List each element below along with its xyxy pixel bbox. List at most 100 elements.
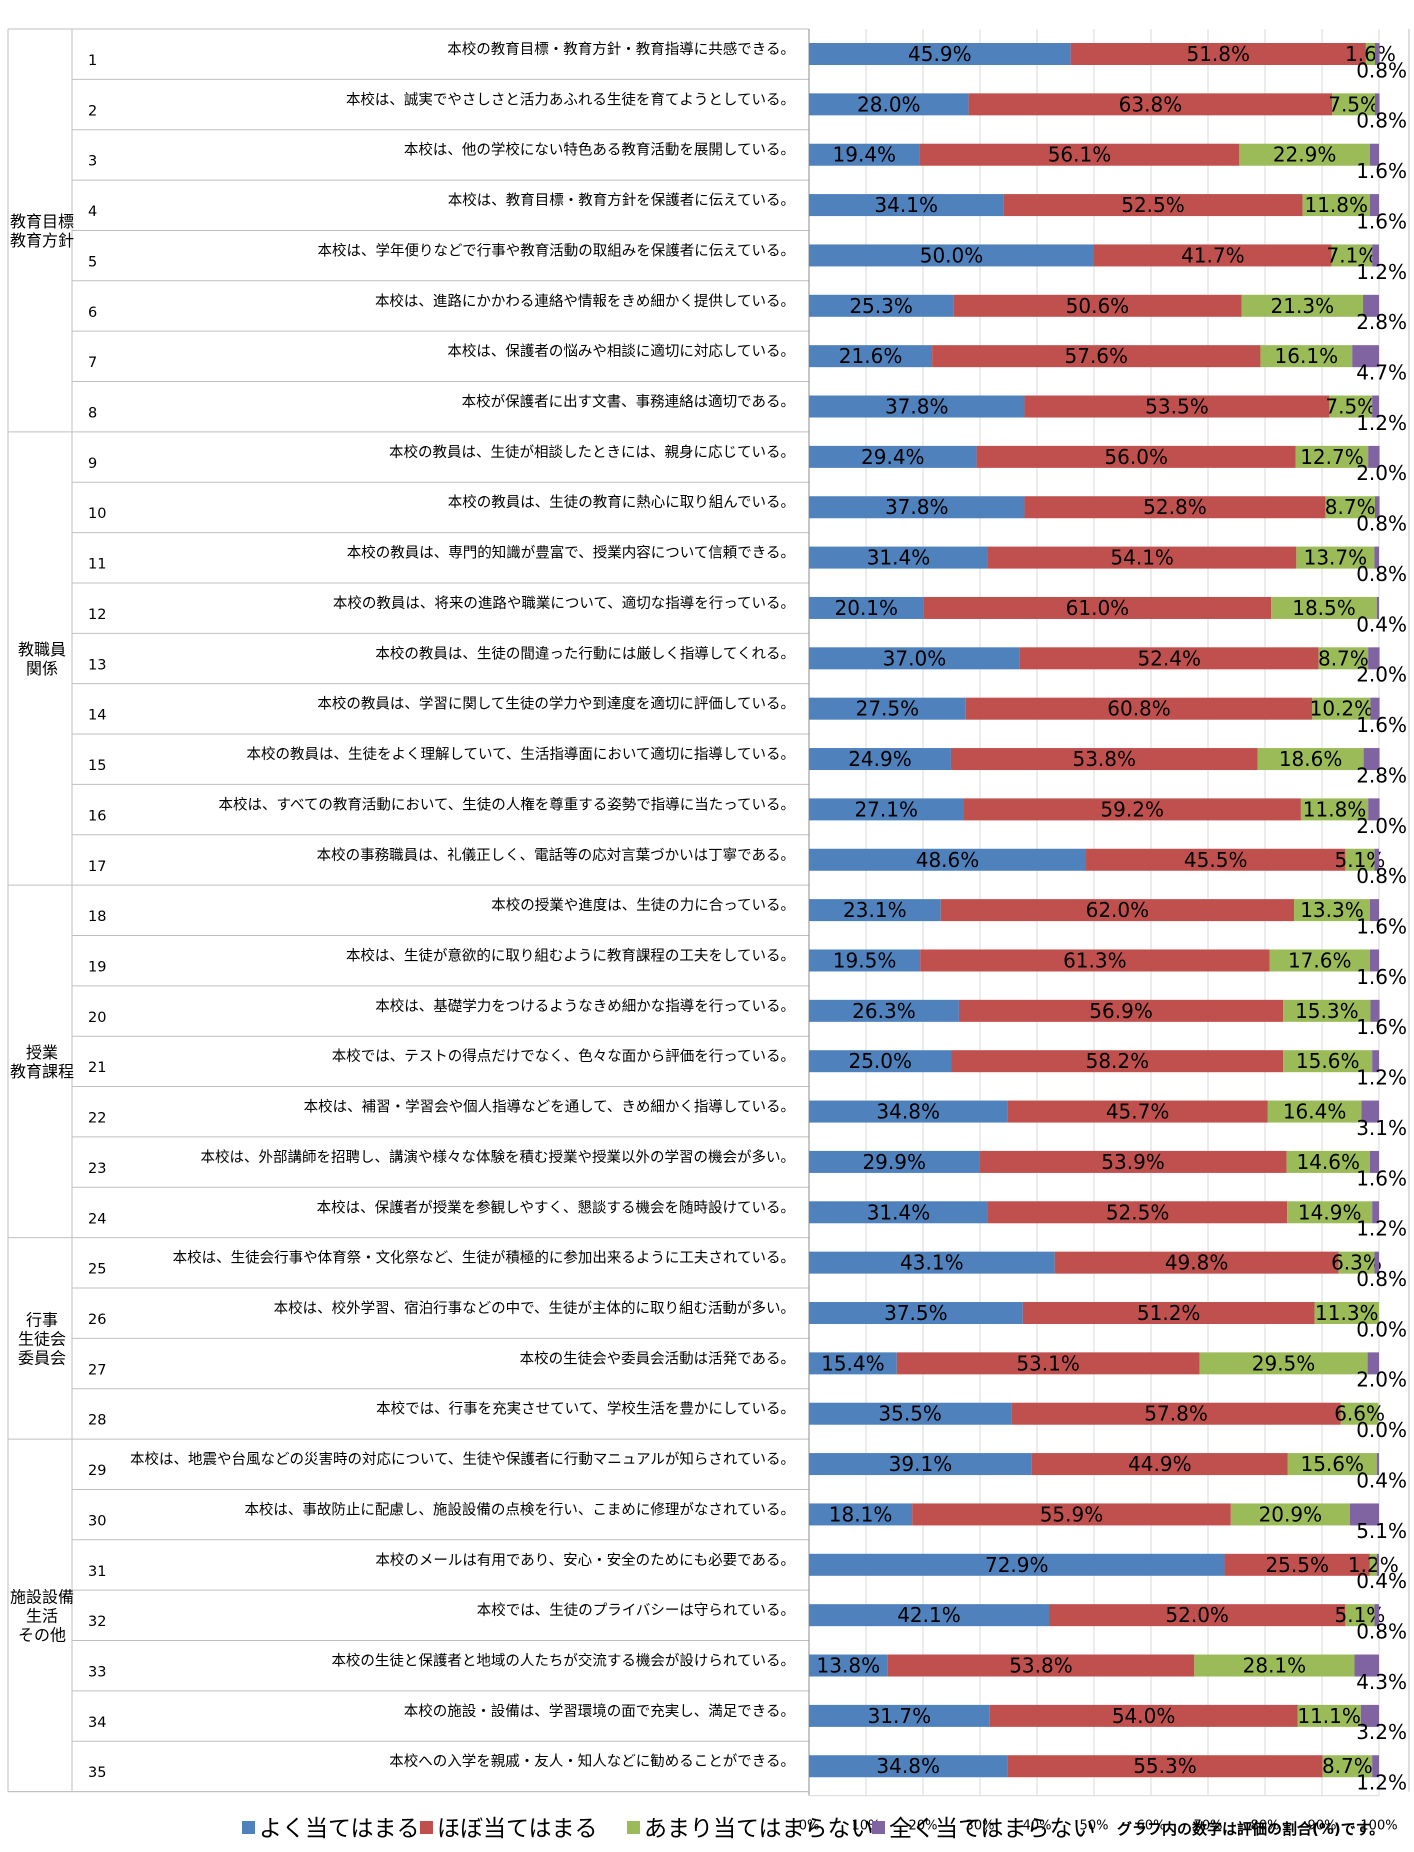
- data-label-2: 56.1%: [1048, 143, 1112, 167]
- bar-segment-1: [809, 1302, 1023, 1324]
- bar-segment-3: [1267, 1100, 1362, 1123]
- data-label-4: 1.6%: [1356, 914, 1407, 938]
- data-label-3: 1.6%: [1345, 42, 1396, 66]
- data-label-3: 13.3%: [1300, 898, 1364, 922]
- data-label-4: 1.6%: [1356, 1166, 1407, 1190]
- data-label-2: 61.3%: [1063, 948, 1127, 972]
- data-label-1: 37.8%: [885, 395, 949, 419]
- item-question: 本校の生徒と保護者と地域の人たちが交流する機会が設けられている。: [331, 1652, 795, 1670]
- bar-segment-2: [919, 143, 1240, 166]
- data-label-2: 60.8%: [1107, 697, 1171, 721]
- bar-segment-1: [809, 345, 933, 368]
- bar-segment-3: [1329, 395, 1373, 418]
- data-label-4: 2.0%: [1356, 663, 1407, 687]
- legend-label: ほぼ当てはまる: [437, 1816, 598, 1842]
- bar-segment-3: [1312, 697, 1371, 720]
- data-label-1: 43.1%: [900, 1251, 964, 1275]
- item-number: 26: [88, 1312, 106, 1328]
- data-label-4: 0.8%: [1356, 512, 1407, 536]
- data-label-1: 20.1%: [835, 596, 899, 620]
- bar-segment-1: [809, 1553, 1225, 1576]
- bar-segment-2: [1003, 194, 1303, 217]
- item-number: 32: [88, 1614, 106, 1630]
- bar-segment-3: [1314, 1302, 1379, 1324]
- data-label-3: 8.7%: [1318, 646, 1369, 670]
- item-number: 2: [88, 103, 97, 119]
- data-label-1: 24.9%: [848, 747, 912, 771]
- bar-segment-3: [1345, 1604, 1375, 1627]
- bar-segment-4: [1372, 1201, 1379, 1224]
- data-label-2: 62.0%: [1086, 898, 1150, 922]
- x-tick-label: 40%: [1023, 1819, 1052, 1834]
- bar-segment-3: [1283, 1050, 1373, 1073]
- data-label-2: 45.7%: [1106, 1100, 1170, 1124]
- bar-segment-1: [809, 697, 966, 720]
- item-question: 本校は、地震や台風などの災害時の対応について、生徒や保護者に行動マニュアルが知ら…: [130, 1451, 795, 1468]
- item-number: 6: [88, 305, 97, 321]
- bar-segment-3: [1365, 43, 1376, 65]
- item-number: 1: [88, 53, 97, 69]
- data-label-2: 51.2%: [1137, 1301, 1201, 1325]
- bar-segment-1: [809, 93, 969, 116]
- data-label-3: 7.1%: [1327, 243, 1378, 267]
- item-question: 本校の教員は、専門的知識が豊富で、授業内容について信頼できる。: [347, 544, 795, 562]
- item-question: 本校の教員は、生徒の間違った行動には厳しく指導してくれる。: [375, 645, 795, 662]
- bar-segment-4: [1372, 1050, 1379, 1073]
- data-label-2: 61.0%: [1066, 596, 1130, 620]
- bar-segment-3: [1295, 445, 1369, 468]
- data-label-4: 2.0%: [1356, 814, 1407, 838]
- data-label-1: 18.1%: [829, 1502, 893, 1526]
- bar-segment-4: [1368, 445, 1380, 468]
- bar-segment-4: [1368, 647, 1380, 670]
- x-tick-label: 50%: [1080, 1819, 1109, 1834]
- bar-segment-2: [987, 1201, 1288, 1224]
- bar-segment-4: [1372, 395, 1379, 418]
- item-question: 本校は、誠実でやさしさと活力あふれる生徒を育てようとしている。: [346, 91, 795, 108]
- item-number: 23: [88, 1161, 106, 1177]
- bar-segment-2: [989, 1704, 1298, 1727]
- data-label-3: 16.1%: [1275, 344, 1339, 368]
- bar-segment-2: [1048, 1604, 1346, 1627]
- bar-segment-1: [809, 848, 1087, 871]
- bar-segment-2: [951, 1050, 1284, 1073]
- data-label-1: 42.1%: [897, 1603, 961, 1627]
- data-label-2: 53.8%: [1072, 747, 1136, 771]
- data-label-1: 31.4%: [867, 1200, 931, 1224]
- data-label-2: 51.8%: [1186, 42, 1250, 66]
- bar-segment-4: [1375, 496, 1380, 519]
- bar-segment-3: [1294, 899, 1370, 922]
- bar-segment-2: [920, 949, 1270, 972]
- item-number: 5: [88, 254, 97, 270]
- item-question: 本校の教員は、学習に関して生徒の学力や到達度を適切に評価している。: [317, 695, 795, 713]
- bar-segment-2: [932, 345, 1261, 368]
- data-label-4: 0.8%: [1356, 1620, 1407, 1644]
- legend-swatch: [627, 1821, 640, 1834]
- bar-segment-3: [1340, 1402, 1379, 1425]
- item-number: 17: [88, 859, 106, 875]
- bar-segment-2: [1024, 395, 1330, 418]
- bar-segment-1: [809, 194, 1004, 217]
- bar-segment-4: [1374, 546, 1379, 569]
- item-question: 本校の生徒会や委員会活動は活発である。: [520, 1350, 795, 1367]
- bar-segment-2: [965, 697, 1313, 720]
- bar-segment-1: [809, 1201, 988, 1224]
- bar-segment-4: [1360, 1704, 1379, 1727]
- data-label-1: 15.4%: [821, 1351, 885, 1375]
- bar-segment-1: [809, 395, 1025, 418]
- bar-segment-1: [809, 1150, 980, 1173]
- data-label-4: 0.4%: [1356, 612, 1407, 636]
- bar-segment-1: [809, 999, 959, 1022]
- bar-segment-3: [1332, 93, 1376, 116]
- bar-segment-2: [1007, 1755, 1323, 1778]
- data-label-1: 72.9%: [985, 1553, 1049, 1577]
- bar-segment-4: [1369, 899, 1379, 922]
- data-label-4: 0.8%: [1356, 562, 1407, 586]
- bar-segment-3: [1296, 546, 1375, 569]
- item-number: 34: [88, 1715, 106, 1731]
- bar-segment-1: [809, 1453, 1032, 1476]
- bar-segment-2: [968, 93, 1333, 116]
- item-question: 本校への入学を親戚・友人・知人などに勧めることができる。: [389, 1753, 795, 1770]
- x-tick-label: 20%: [909, 1819, 938, 1834]
- data-label-4: 0.8%: [1356, 58, 1407, 82]
